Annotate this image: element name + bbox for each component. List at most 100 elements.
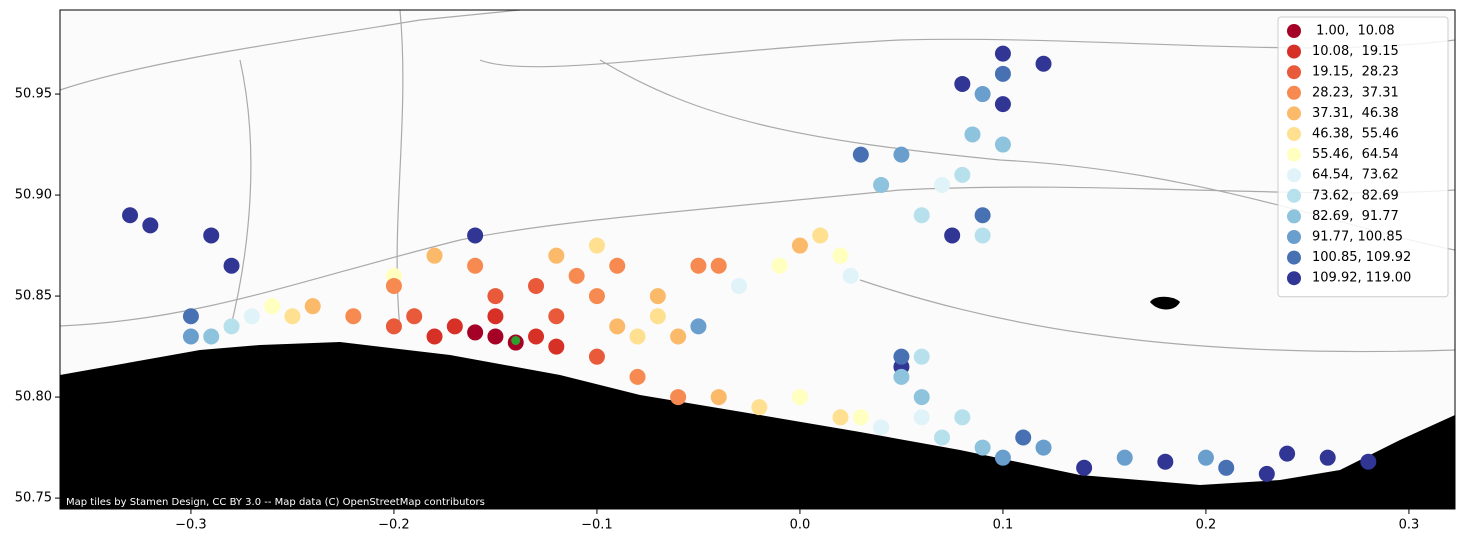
point [203,328,220,345]
legend-label: 82.69, 91.77 [1312,209,1399,224]
point [873,419,890,436]
point [629,328,646,345]
point [588,237,605,254]
attribution: Map tiles by Stamen Design, CC BY 3.0 --… [66,497,485,508]
point [467,257,484,274]
point [528,328,545,345]
point [690,257,707,274]
point [954,166,971,183]
point [142,217,159,234]
x-tick-label: 0.2 [1196,518,1217,533]
point [548,308,565,325]
point [264,298,281,315]
point [467,227,484,244]
point [487,328,504,345]
legend-marker [1287,209,1301,224]
point [203,227,220,244]
point [852,146,869,163]
point [964,126,981,143]
legend-label: 55.46, 64.54 [1312,147,1399,162]
point [913,348,930,365]
legend-marker [1287,188,1301,203]
x-tick-label: −0.2 [378,518,410,533]
point [182,328,199,345]
point [629,368,646,385]
point [791,237,808,254]
point [223,318,240,335]
plot-frame [59,9,1456,510]
legend-marker [1287,127,1301,141]
point [913,207,930,224]
point [467,324,484,341]
point [994,65,1011,82]
point [974,207,991,224]
point [487,288,504,305]
highlight-point [511,336,521,346]
point [568,267,585,284]
point [284,308,301,325]
point [122,207,139,224]
x-tick-label: −0.1 [581,518,613,533]
point [1279,445,1296,462]
point [243,308,260,325]
legend-label: 100.85, 109.92 [1312,250,1411,265]
y-tick-label: 50.80 [15,390,52,405]
point [994,449,1011,466]
legend-label: 91.77, 100.85 [1312,230,1403,245]
legend-box [1277,16,1449,298]
point [182,308,199,325]
point [487,308,504,325]
point [913,409,930,426]
point [974,439,991,456]
point [1258,465,1275,482]
point [954,75,971,92]
point [528,277,545,294]
point [345,308,362,325]
point [670,328,687,345]
point [690,318,707,335]
legend-marker [1287,230,1301,244]
point [1319,449,1336,466]
point [974,227,991,244]
point [974,86,991,103]
point [446,318,463,335]
point [548,338,565,355]
point [934,176,951,193]
point [649,308,666,325]
point [893,146,910,163]
x-tick-label: −0.3 [175,518,207,533]
point [832,247,849,264]
point [893,368,910,385]
sea [60,342,1455,509]
point [649,288,666,305]
point [426,247,443,264]
legend-label: 19.15, 28.23 [1312,65,1399,80]
point [994,45,1011,62]
legend-marker [1287,168,1301,183]
point [710,389,727,406]
point [426,328,443,345]
point [1035,439,1052,456]
point [588,288,605,305]
point [842,267,859,284]
y-tick-label: 50.90 [15,188,52,203]
x-tick-label: 0.0 [790,518,811,533]
y-tick-label: 50.75 [15,491,52,506]
point [1116,449,1133,466]
point [791,389,808,406]
lake [1150,296,1180,310]
point [1076,459,1093,476]
point [385,318,402,335]
legend-marker [1287,250,1301,265]
point [1218,459,1235,476]
legend-label: 1.00, 10.08 [1312,24,1395,39]
legend-label: 37.31, 46.38 [1312,106,1399,121]
point [934,429,951,446]
legend-marker [1287,24,1301,38]
legend-label: 10.08, 19.15 [1312,44,1399,59]
point [873,176,890,193]
point [385,277,402,294]
legend-marker [1287,85,1301,100]
point [731,277,748,294]
